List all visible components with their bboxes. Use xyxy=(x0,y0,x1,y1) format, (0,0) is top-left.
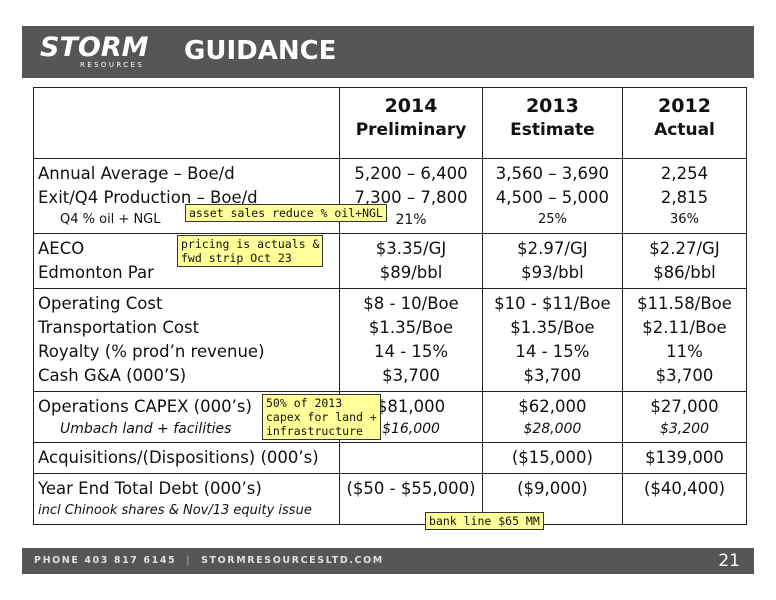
pricing-2013: $2.97/GJ $93/bbl xyxy=(481,233,623,289)
pricing-2012: $2.27/GJ $86/bbl xyxy=(621,233,748,289)
guidance-table: 2014 Preliminary 2013 Estimate 2012 Actu… xyxy=(32,87,748,525)
footer-phone: PHONE 403 817 6145 xyxy=(34,555,177,566)
debt-row: Year End Total Debt (000’s) incl Chinook… xyxy=(32,473,748,525)
costs-row: Operating Cost Transportation Cost Royal… xyxy=(32,288,748,392)
costs-labels: Operating Cost Transportation Cost Royal… xyxy=(32,288,341,392)
footer-separator: | xyxy=(186,555,192,566)
debt-2012: ($40,400) xyxy=(621,473,748,525)
header-empty-cell xyxy=(32,87,341,159)
footer-bar: PHONE 403 817 6145 | STORMRESOURCESLTD.COM… xyxy=(22,548,754,574)
production-2013: 3,560 – 3,690 4,500 – 5,000 25% xyxy=(481,158,623,234)
capex-2012: $27,000 $3,200 xyxy=(621,391,748,443)
acquisitions-2014 xyxy=(339,442,483,474)
header-2013: 2013 Estimate xyxy=(481,87,623,159)
note-asset-sales: asset sales reduce % oil+NGL xyxy=(185,204,387,222)
acquisitions-label: Acquisitions/(Dispositions) (000’s) xyxy=(32,442,341,474)
footer-contact: PHONE 403 817 6145 | STORMRESOURCESLTD.COM xyxy=(34,555,384,566)
capex-2013: $62,000 $28,000 xyxy=(481,391,623,443)
slide-title: GUIDANCE xyxy=(184,36,337,66)
capex-row: Operations CAPEX (000’s) Umbach land + f… xyxy=(32,391,748,443)
production-2012: 2,254 2,815 36% xyxy=(621,158,748,234)
pricing-2014: $3.35/GJ $89/bbl xyxy=(339,233,483,289)
production-row: Annual Average – Boe/d Exit/Q4 Productio… xyxy=(32,158,748,234)
title-bar: STORM RESOURCES GUIDANCE xyxy=(22,26,754,78)
storm-logo: STORM RESOURCES xyxy=(40,32,149,69)
page-number: 21 xyxy=(718,551,740,571)
pricing-row: AECO Edmonton Par $3.35/GJ $89/bbl $2.97… xyxy=(32,233,748,289)
note-bank-line: bank line $65 MM xyxy=(425,512,544,530)
table-header-row: 2014 Preliminary 2013 Estimate 2012 Actu… xyxy=(32,87,748,159)
acquisitions-2013: ($15,000) xyxy=(481,442,623,474)
header-2012: 2012 Actual xyxy=(621,87,748,159)
note-pricing: pricing is actuals & fwd strip Oct 23 xyxy=(177,235,324,267)
footer-website: STORMRESOURCESLTD.COM xyxy=(201,555,384,566)
costs-2013: $10 - $11/Boe $1.35/Boe 14 - 15% $3,700 xyxy=(481,288,623,392)
acquisitions-row: Acquisitions/(Dispositions) (000’s) ($15… xyxy=(32,442,748,474)
production-labels: Annual Average – Boe/d Exit/Q4 Productio… xyxy=(32,158,341,234)
production-2014: 5,200 – 6,400 7,300 – 7,800 21% xyxy=(339,158,483,234)
debt-labels: Year End Total Debt (000’s) incl Chinook… xyxy=(32,473,341,525)
costs-2012: $11.58/Boe $2.11/Boe 11% $3,700 xyxy=(621,288,748,392)
costs-2014: $8 - 10/Boe $1.35/Boe 14 - 15% $3,700 xyxy=(339,288,483,392)
header-2014: 2014 Preliminary xyxy=(339,87,483,159)
acquisitions-2012: $139,000 xyxy=(621,442,748,474)
note-capex: 50% of 2013 capex for land + infrastruct… xyxy=(262,394,381,440)
